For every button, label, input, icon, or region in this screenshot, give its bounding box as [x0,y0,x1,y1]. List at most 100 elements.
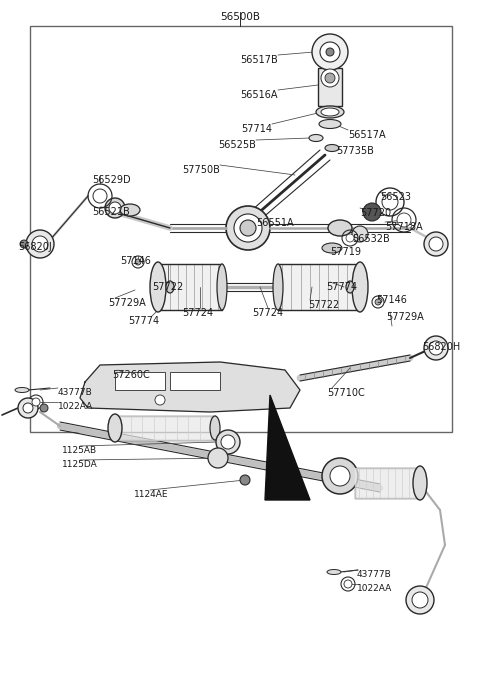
Circle shape [32,236,48,252]
Circle shape [382,194,398,210]
Circle shape [26,230,54,258]
Circle shape [322,458,358,494]
Text: 57719: 57719 [330,247,361,257]
Circle shape [40,404,48,412]
Text: 56517B: 56517B [240,55,278,65]
Text: 57722: 57722 [308,300,339,310]
Circle shape [240,220,256,236]
Ellipse shape [210,416,220,440]
Circle shape [208,448,228,468]
Text: 57724: 57724 [252,308,284,318]
Text: 57720: 57720 [360,208,391,218]
Ellipse shape [322,243,342,253]
Ellipse shape [120,204,140,216]
Circle shape [424,336,448,360]
Text: 57729A: 57729A [386,312,424,322]
Circle shape [105,198,125,218]
Circle shape [424,232,448,256]
Circle shape [93,189,107,203]
Circle shape [325,73,335,83]
Text: 56525B: 56525B [218,140,256,150]
Ellipse shape [319,120,341,129]
Text: 56516A: 56516A [240,90,278,100]
Circle shape [363,203,381,221]
Circle shape [330,466,350,486]
Text: 43777B: 43777B [58,388,93,397]
Text: 56523: 56523 [380,192,411,202]
Ellipse shape [328,220,352,236]
Bar [318,68,342,106]
Ellipse shape [352,262,368,312]
Text: 57750B: 57750B [182,165,220,175]
Text: 56500B: 56500B [220,12,260,22]
Circle shape [397,213,411,227]
Polygon shape [80,362,300,412]
Circle shape [412,592,428,608]
Circle shape [226,206,270,250]
Text: 56820J: 56820J [18,242,52,252]
Text: 56517A: 56517A [348,130,385,140]
Text: 57714: 57714 [241,124,272,134]
Circle shape [32,398,40,406]
Text: 57710C: 57710C [327,388,365,398]
Circle shape [429,341,443,355]
Circle shape [221,435,235,449]
Circle shape [375,299,381,305]
Ellipse shape [273,264,283,310]
Circle shape [352,226,368,242]
Ellipse shape [166,281,174,293]
Ellipse shape [316,106,344,118]
Circle shape [240,475,250,485]
Circle shape [18,398,38,418]
Ellipse shape [245,218,259,228]
Circle shape [326,48,334,56]
Text: 56551A: 56551A [256,218,294,228]
Text: 56529D: 56529D [92,175,131,185]
Text: 57718A: 57718A [385,222,422,232]
Text: 56532B: 56532B [352,234,390,244]
Circle shape [406,586,434,614]
Circle shape [155,395,165,405]
Circle shape [135,259,141,265]
Ellipse shape [15,388,29,392]
Text: 57729A: 57729A [108,298,146,308]
Circle shape [20,240,28,248]
Ellipse shape [108,414,122,442]
Text: 57146: 57146 [120,256,151,266]
Text: 56521B: 56521B [92,207,130,217]
Ellipse shape [346,281,354,293]
Circle shape [429,237,443,251]
Text: 57260C: 57260C [112,370,150,380]
Text: 57774: 57774 [326,282,357,292]
Circle shape [312,34,348,70]
Text: 56820H: 56820H [422,342,460,352]
Bar [115,372,165,390]
Circle shape [234,214,262,242]
Ellipse shape [217,264,227,310]
Circle shape [320,42,340,62]
Circle shape [216,430,240,454]
Text: 57146: 57146 [376,295,407,305]
Text: 43777B: 43777B [357,570,392,579]
Circle shape [109,202,121,214]
Bar [170,372,220,390]
Text: 1124AE: 1124AE [134,490,168,499]
Text: 57724: 57724 [182,308,214,318]
Text: 57774: 57774 [129,316,159,326]
Text: 57735B: 57735B [336,146,374,156]
Text: 1125AB: 1125AB [62,446,97,455]
Circle shape [321,69,339,87]
Polygon shape [265,395,310,500]
Ellipse shape [321,108,339,116]
Circle shape [346,234,354,242]
Text: 1022AA: 1022AA [58,402,93,411]
Ellipse shape [327,569,341,575]
Ellipse shape [413,466,427,500]
Ellipse shape [309,135,323,141]
Text: 1125DA: 1125DA [62,460,98,469]
Text: 1022AA: 1022AA [357,584,392,593]
Text: 57722: 57722 [152,282,184,292]
Ellipse shape [150,262,166,312]
Circle shape [23,403,33,413]
Ellipse shape [325,145,339,151]
